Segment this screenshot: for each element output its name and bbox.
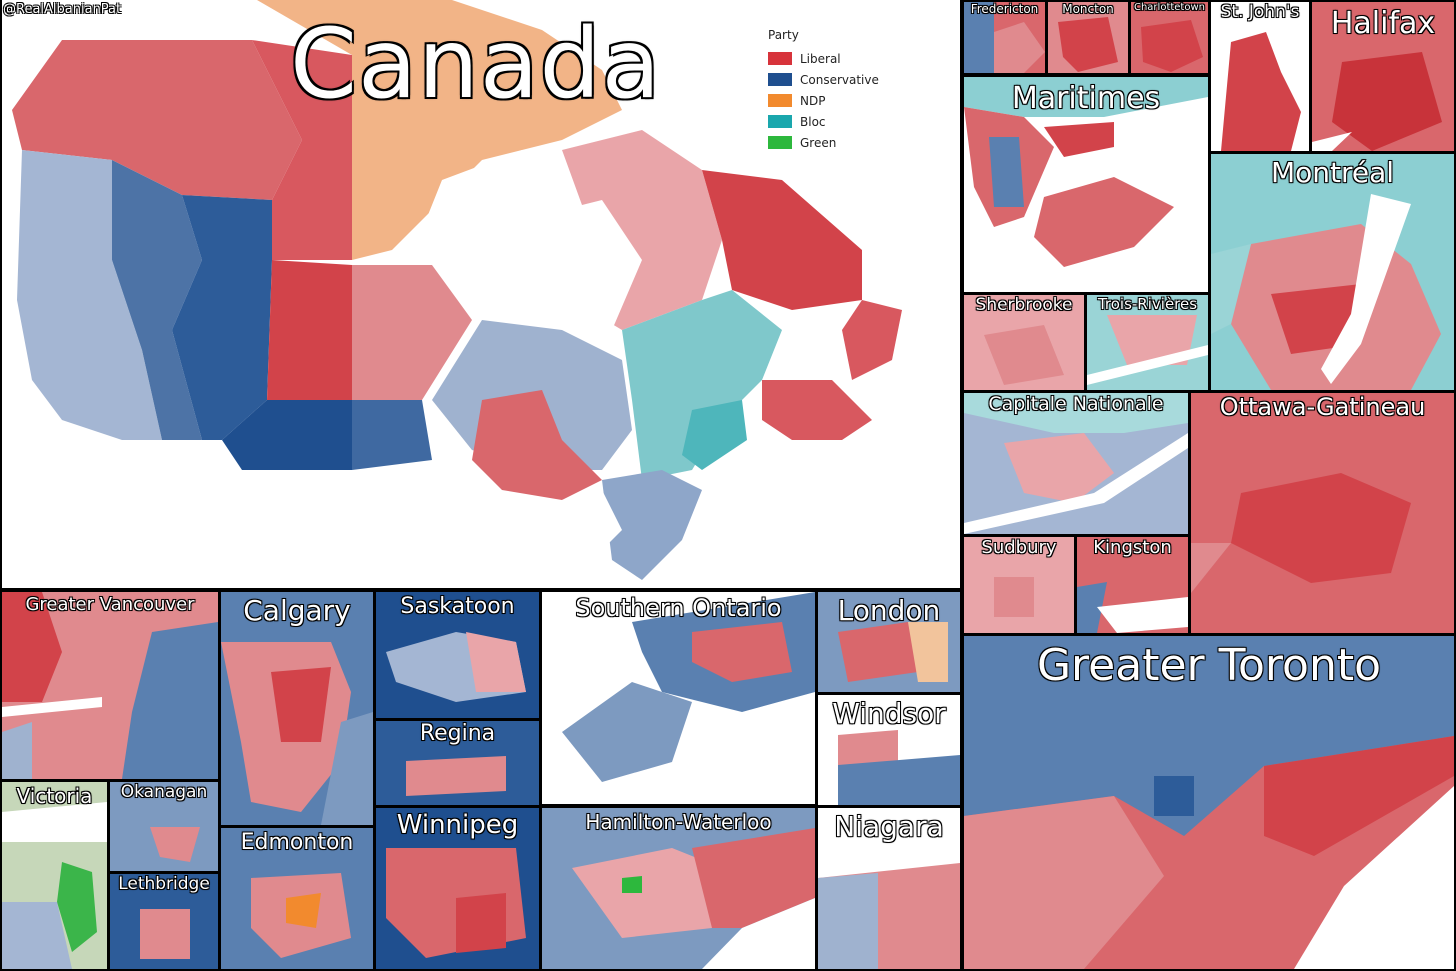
inset-southern-ontario: Southern Ontario [542,592,815,804]
legend-swatch-conservative [768,73,792,86]
region-ontario-red [472,390,602,500]
inset-label-maritimes: Maritimes [1011,80,1161,116]
inset-london: London [818,592,960,692]
inset-label-kingston: Kingston [1093,537,1173,559]
canada-map-svg [12,0,902,580]
region-sask-north [267,260,352,400]
region-maritimes [762,380,872,440]
inset-charlottetown: Charlottetown [1131,2,1208,73]
region-newfoundland [842,300,902,380]
inset-label-ottawa-gatineau: Ottawa-Gatineau [1219,393,1426,422]
inset-label-london: London [837,593,941,627]
inset-label-saskatoon: Saskatoon [400,593,515,619]
legend-swatch-liberal [768,52,792,65]
inset-label-moncton: Moncton [1062,2,1115,17]
inset-label-edmonton: Edmonton [240,829,354,855]
inset-label-charlottetown: Charlottetown [1133,2,1205,14]
inset-label-montreal: Montréal [1270,155,1395,189]
region-bc-light [17,150,162,440]
inset-niagara: Niagara [818,808,960,969]
inset-maritimes: Maritimes [964,77,1208,292]
map-title: Canada [290,8,662,120]
inset-halifax: Halifax [1312,2,1454,151]
legend-swatch-ndp [768,94,792,107]
legend-item-liberal: Liberal [768,48,879,69]
inset-edmonton: Edmonton [221,828,373,969]
region-manitoba-south [352,400,432,470]
legend-item-ndp: NDP [768,90,879,111]
legend: Party Liberal Conservative NDP Bloc Gree… [768,28,879,153]
inset-label-capitale-nationale: Capitale Nationale [988,393,1164,416]
inset-label-calgary: Calgary [243,593,352,627]
inset-label-greater-toronto: Greater Toronto [1036,639,1382,691]
region-southern-ontario [602,470,702,580]
inset-fredericton: Fredericton [964,2,1045,73]
inset-montreal: Montréal [1211,154,1454,390]
inset-label-fredericton: Fredericton [970,2,1039,17]
legend-item-green: Green [768,132,879,153]
inset-label-sherbrooke: Sherbrooke [975,295,1073,316]
region-hudson-bay [522,200,642,330]
inset-label-greater-vancouver: Greater Vancouver [25,593,195,615]
inset-greater-toronto: Greater Toronto [964,636,1454,969]
inset-saskatoon: Saskatoon [376,592,539,718]
legend-label-liberal: Liberal [800,51,841,66]
inset-label-trois-rivieres: Trois-Rivières [1097,295,1198,314]
legend-label-conservative: Conservative [800,72,879,87]
inset-label-niagara: Niagara [834,809,945,843]
region-bc-mid [112,160,202,440]
inset-label-hamilton-waterloo: Hamilton-Waterloo [585,809,772,834]
region-quebec-bloc-dark [682,400,747,470]
inset-ottawa-gatineau: Ottawa-Gatineau [1191,393,1454,633]
region-nunavut [257,0,622,260]
inset-label-victoria: Victoria [16,783,93,808]
inset-moncton: Moncton [1048,2,1128,73]
inset-okanagan: Okanagan [110,782,218,871]
inset-capitale-nationale: Capitale Nationale [964,393,1188,534]
region-manitoba [352,265,472,400]
legend-title: Party [768,28,799,42]
legend-label-bloc: Bloc [800,114,826,129]
inset-winnipeg: Winnipeg [376,808,539,969]
inset-st-johns: St. John's [1211,2,1309,151]
inset-greater-vancouver: Greater Vancouver [2,592,218,779]
inset-label-halifax: Halifax [1330,5,1436,41]
region-quebec-bloc [622,290,782,480]
inset-label-lethbridge: Lethbridge [118,874,211,895]
credit-text: @RealAlbanianPat [3,2,122,17]
inset-windsor: Windsor [818,695,960,805]
inset-victoria: Victoria [2,782,107,969]
legend-label-green: Green [800,135,837,150]
legend-item-conservative: Conservative [768,69,879,90]
legend-swatch-green [768,136,792,149]
inset-label-windsor: Windsor [832,696,947,730]
region-alberta [172,195,272,440]
inset-regina: Regina [376,721,539,805]
region-labrador [702,170,862,310]
inset-label-sudbury: Sudbury [981,537,1057,559]
inset-sudbury: Sudbury [964,537,1074,633]
legend-swatch-bloc [768,115,792,128]
inset-hamilton-waterloo: Hamilton-Waterloo [542,808,815,969]
inset-label-regina: Regina [419,721,496,747]
legend-label-ndp: NDP [800,93,826,108]
inset-sherbrooke: Sherbrooke [964,295,1084,390]
inset-label-southern-ontario: Southern Ontario [575,593,782,622]
inset-label-okanagan: Okanagan [120,782,208,803]
region-sask-south [222,400,352,470]
inset-trois-rivieres: Trois-Rivières [1087,295,1208,390]
inset-label-winnipeg: Winnipeg [396,809,519,840]
legend-item-bloc: Bloc [768,111,879,132]
inset-calgary: Calgary [221,592,373,825]
region-yukon [12,40,302,200]
region-nwt [252,40,352,260]
inset-lethbridge: Lethbridge [110,874,218,969]
inset-kingston: Kingston [1077,537,1188,633]
great-lakes [562,490,622,560]
inset-label-st-johns: St. John's [1220,2,1300,23]
canada-main-map [2,0,960,588]
